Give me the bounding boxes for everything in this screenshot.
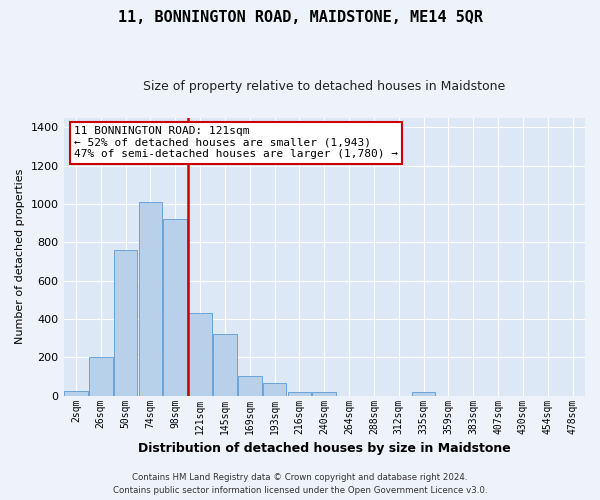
Bar: [188, 313, 212, 396]
Bar: [412, 392, 436, 396]
Bar: [64, 391, 88, 396]
Bar: [163, 220, 187, 396]
Bar: [287, 392, 311, 396]
Bar: [114, 250, 137, 396]
Text: Contains HM Land Registry data © Crown copyright and database right 2024.
Contai: Contains HM Land Registry data © Crown c…: [113, 474, 487, 495]
Title: Size of property relative to detached houses in Maidstone: Size of property relative to detached ho…: [143, 80, 505, 93]
Bar: [263, 383, 286, 396]
Bar: [238, 376, 262, 396]
Bar: [89, 358, 113, 396]
Text: 11 BONNINGTON ROAD: 121sqm
← 52% of detached houses are smaller (1,943)
47% of s: 11 BONNINGTON ROAD: 121sqm ← 52% of deta…: [74, 126, 398, 160]
Bar: [313, 392, 336, 396]
Bar: [213, 334, 237, 396]
X-axis label: Distribution of detached houses by size in Maidstone: Distribution of detached houses by size …: [138, 442, 511, 455]
Bar: [139, 202, 162, 396]
Y-axis label: Number of detached properties: Number of detached properties: [15, 169, 25, 344]
Text: 11, BONNINGTON ROAD, MAIDSTONE, ME14 5QR: 11, BONNINGTON ROAD, MAIDSTONE, ME14 5QR: [118, 10, 482, 25]
